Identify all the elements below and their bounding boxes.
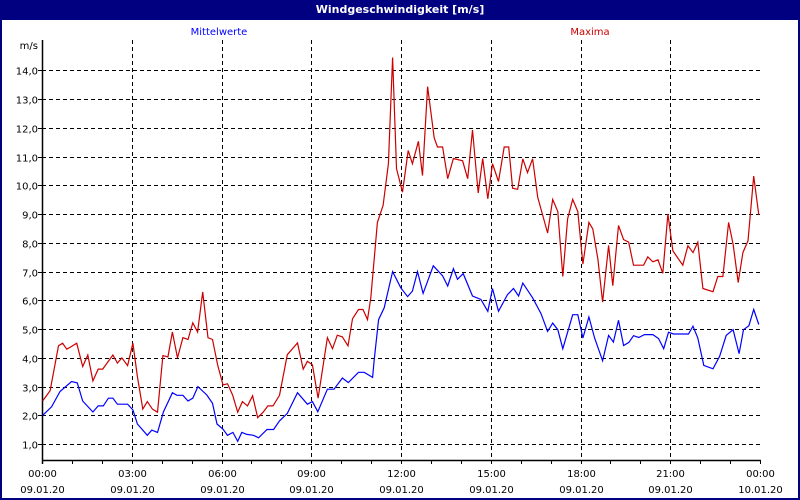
x-tick-time: 15:00 [477,469,506,480]
y-tick-label: 8,0 [22,240,38,251]
y-tick-label: 2,0 [22,412,38,423]
y-tick-label: 5,0 [22,326,38,337]
y-tick-label: 4,0 [22,355,38,366]
x-tick-time: 21:00 [656,469,685,480]
y-tick-label: 12,0 [16,125,38,136]
series-line-maxima [42,57,760,419]
x-tick-time: 03:00 [118,469,147,480]
y-tick-label: 7,0 [22,269,38,280]
x-tick-time: 00:00 [28,469,57,480]
legend-mittelwerte: Mittelwerte [191,27,248,38]
x-tick-date: 09.01.20 [200,485,245,496]
x-tick-date: 10.01.20 [738,485,783,496]
y-tick-label: 3,0 [22,384,38,395]
y-tick-label: 13,0 [16,96,38,107]
x-tick-time: 12:00 [387,469,416,480]
y-tick-label: 10,0 [16,182,38,193]
y-tick-label: 9,0 [22,211,38,222]
x-tick-date: 09.01.20 [20,485,65,496]
x-tick-time: 00:00 [746,469,775,480]
x-tick-date: 09.01.20 [559,485,604,496]
window-title: Windgeschwindigkeit [m/s] [2,0,798,20]
x-tick-date: 09.01.20 [110,485,155,496]
axes [38,40,761,464]
grid [42,40,760,460]
x-tick-time: 06:00 [208,469,237,480]
series-line-mittelwerte [42,264,760,443]
y-tick-label: 6,0 [22,297,38,308]
x-tick-time: 18:00 [567,469,596,480]
x-tick-date: 09.01.20 [379,485,424,496]
axis-labels: 1,0 2,0 3,0 4,0 5,0 6,0 7,0 8,0 9,0 10,0 11,0 12,0 1… [16,67,783,497]
y-axis-unit: m/s [20,41,38,52]
y-tick-label: 14,0 [16,67,38,78]
y-tick-label: 1,0 [22,441,38,452]
x-tick-date: 09.01.20 [469,485,514,496]
series-lines [42,57,760,443]
legend-maxima: Maxima [570,27,609,38]
x-tick-date: 09.01.20 [289,485,334,496]
x-tick-time: 09:00 [297,469,326,480]
x-tick-date: 09.01.20 [648,485,693,496]
y-tick-label: 11,0 [16,154,38,165]
